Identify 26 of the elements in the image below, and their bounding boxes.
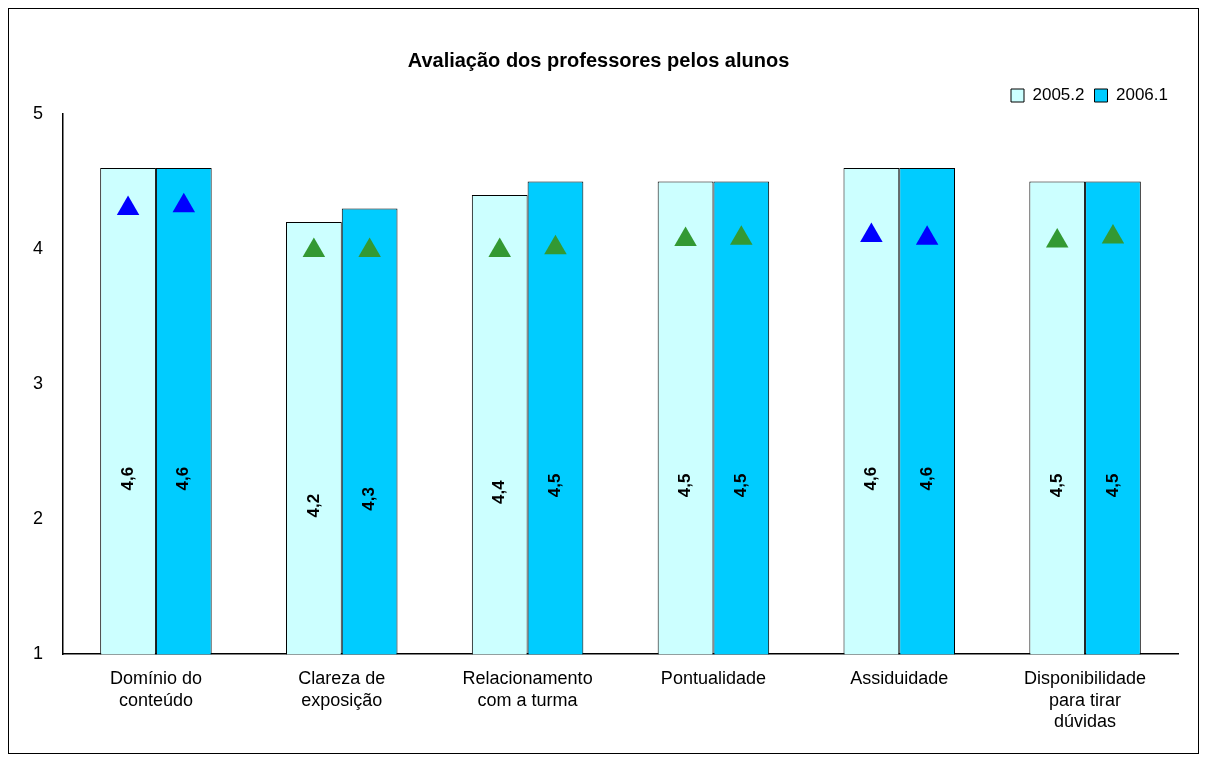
data-label: 4,5: [1046, 473, 1066, 498]
x-tick-label: Assiduidade: [850, 667, 949, 688]
data-label: 4,3: [359, 487, 379, 511]
y-tick-label: 3: [33, 373, 44, 394]
y-tick-label: 2: [33, 508, 44, 529]
data-label: 4,4: [489, 479, 509, 504]
x-tick-label: Pontualidade: [660, 667, 766, 688]
data-label: 4,5: [730, 473, 750, 498]
legend-label: 2006.1: [1116, 85, 1168, 105]
y-tick-label: 5: [33, 102, 44, 123]
data-label: 4,6: [173, 466, 193, 491]
x-tick-label: Relacionamento com a turma: [462, 667, 593, 710]
legend-label: 2005.2: [1032, 85, 1085, 105]
x-tick-label: Clareza de exposição: [298, 667, 386, 710]
data-label: 4,2: [303, 493, 323, 518]
data-label: 4,5: [1102, 473, 1122, 498]
y-tick-label: 4: [33, 238, 44, 259]
chart-title: Avaliação dos professores pelos alunos: [407, 48, 790, 71]
data-label: 4,6: [916, 466, 936, 491]
data-label: 4,6: [117, 466, 137, 491]
data-label: 4,6: [861, 466, 881, 491]
data-label: 4,5: [675, 473, 695, 498]
x-tick-label: Domínio do conteúdo: [109, 667, 202, 710]
data-label: 4,5: [545, 473, 565, 498]
y-tick-label: 1: [33, 643, 44, 664]
x-tick-label: Disponibilidade para tirar dúvidas: [1024, 667, 1147, 732]
